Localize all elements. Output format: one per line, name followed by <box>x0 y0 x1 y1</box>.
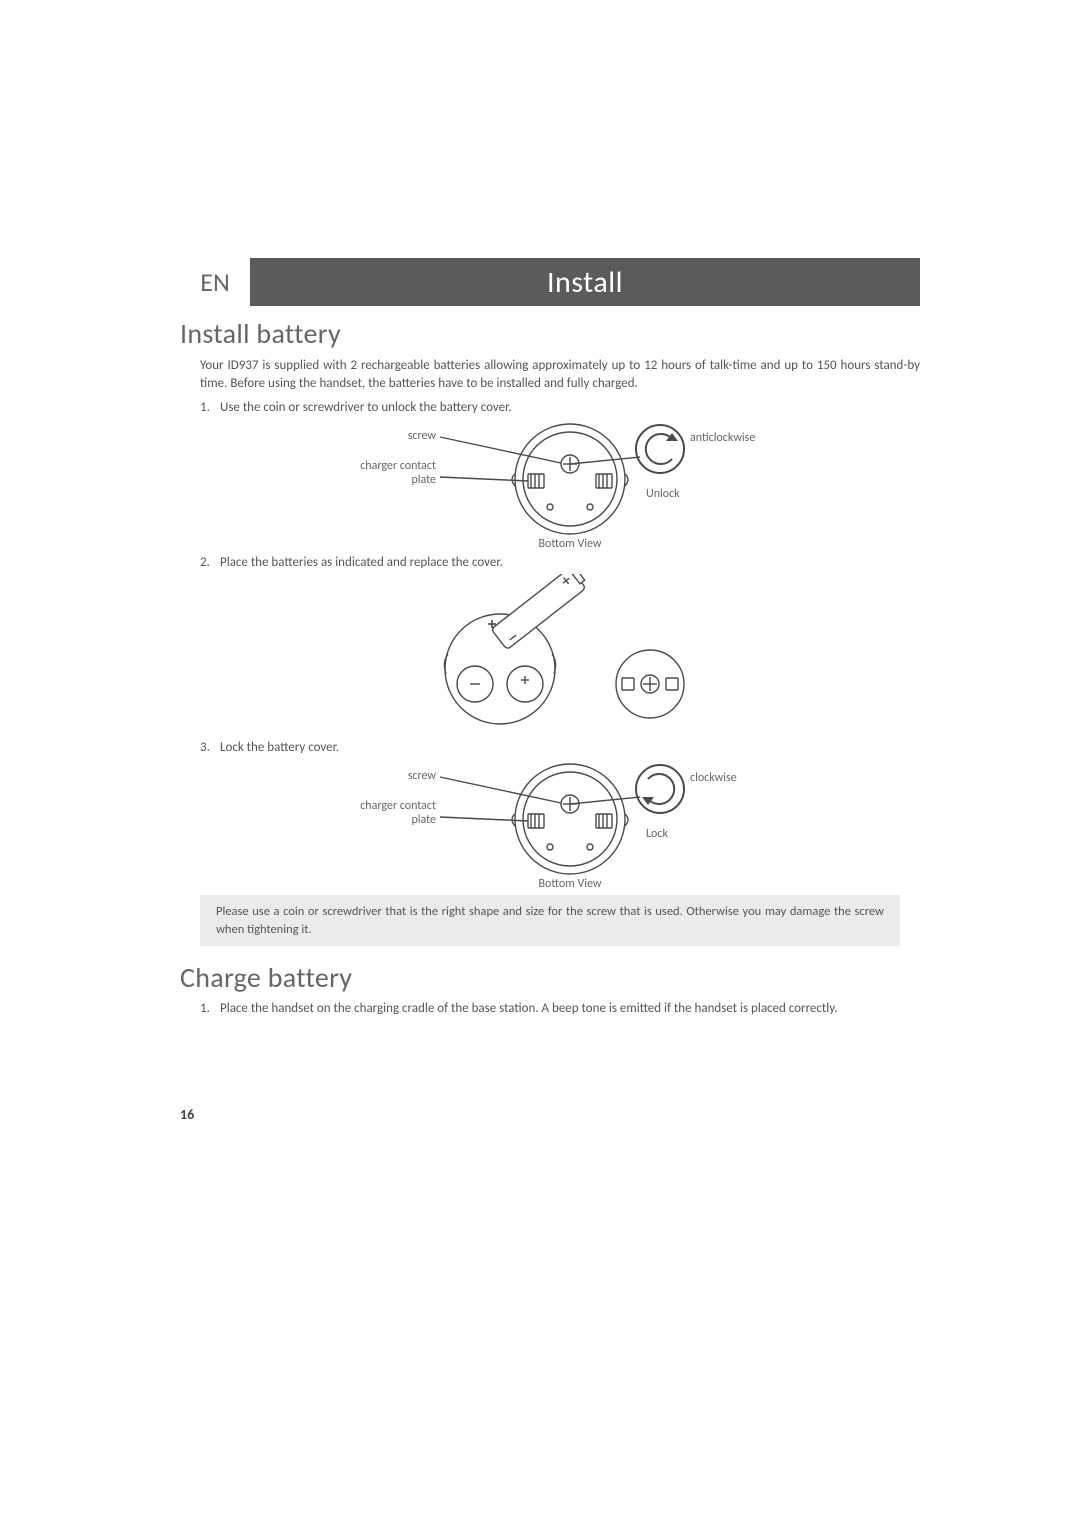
diagram-unlock: screw charger contact plate anticlockwis… <box>180 419 920 549</box>
charge-step-1: 1. Place the handset on the charging cra… <box>200 1001 920 1016</box>
step-number: 3. <box>200 740 210 755</box>
label-screw: screw <box>408 429 437 443</box>
label-screw: screw <box>408 769 437 783</box>
diagram-lock: screw charger contact plate clockwise Lo… <box>180 759 920 889</box>
label-view: Bottom View <box>538 877 601 889</box>
step-2: 2. Place the batteries as indicated and … <box>200 555 920 570</box>
label-direction: anticlockwise <box>690 431 755 445</box>
charge-steps: 1. Place the handset on the charging cra… <box>200 1001 920 1016</box>
step-text: Place the handset on the charging cradle… <box>220 1001 838 1016</box>
intro-text: Your ID937 is supplied with 2 rechargeab… <box>200 357 920 392</box>
label-contact: charger contact <box>360 799 436 813</box>
label-action: Unlock <box>646 487 680 501</box>
step-3: 3. Lock the battery cover. <box>200 740 920 755</box>
step-text: Use the coin or screwdriver to unlock th… <box>220 400 512 415</box>
label-contact: charger contact <box>360 459 436 473</box>
note-box: Please use a coin or screwdriver that is… <box>200 895 900 946</box>
language-badge: EN <box>180 258 250 306</box>
step-number: 1. <box>200 400 210 415</box>
label-action: Lock <box>646 827 668 841</box>
label-plate: plate <box>411 813 436 827</box>
heading-charge-battery: Charge battery <box>180 960 920 995</box>
step-1: 1. Use the coin or screwdriver to unlock… <box>200 400 920 415</box>
step-number: 2. <box>200 555 210 570</box>
step-number: 1. <box>200 1001 210 1016</box>
install-steps-2: 2. Place the batteries as indicated and … <box>200 555 920 570</box>
page-title-bar: Install <box>250 258 920 306</box>
label-plate: plate <box>411 473 436 487</box>
label-view: Bottom View <box>538 537 601 549</box>
page-number: 16 <box>180 1106 194 1123</box>
diagram-batteries <box>180 574 920 734</box>
install-steps: 1. Use the coin or screwdriver to unlock… <box>200 400 920 415</box>
heading-install-battery: Install battery <box>180 316 920 351</box>
step-text: Place the batteries as indicated and rep… <box>220 555 503 570</box>
label-direction: clockwise <box>690 771 737 785</box>
header-bar: EN Install <box>180 258 920 306</box>
install-steps-3: 3. Lock the battery cover. <box>200 740 920 755</box>
manual-page: EN Install Install battery Your ID937 is… <box>180 258 920 1020</box>
step-text: Lock the battery cover. <box>220 740 339 755</box>
